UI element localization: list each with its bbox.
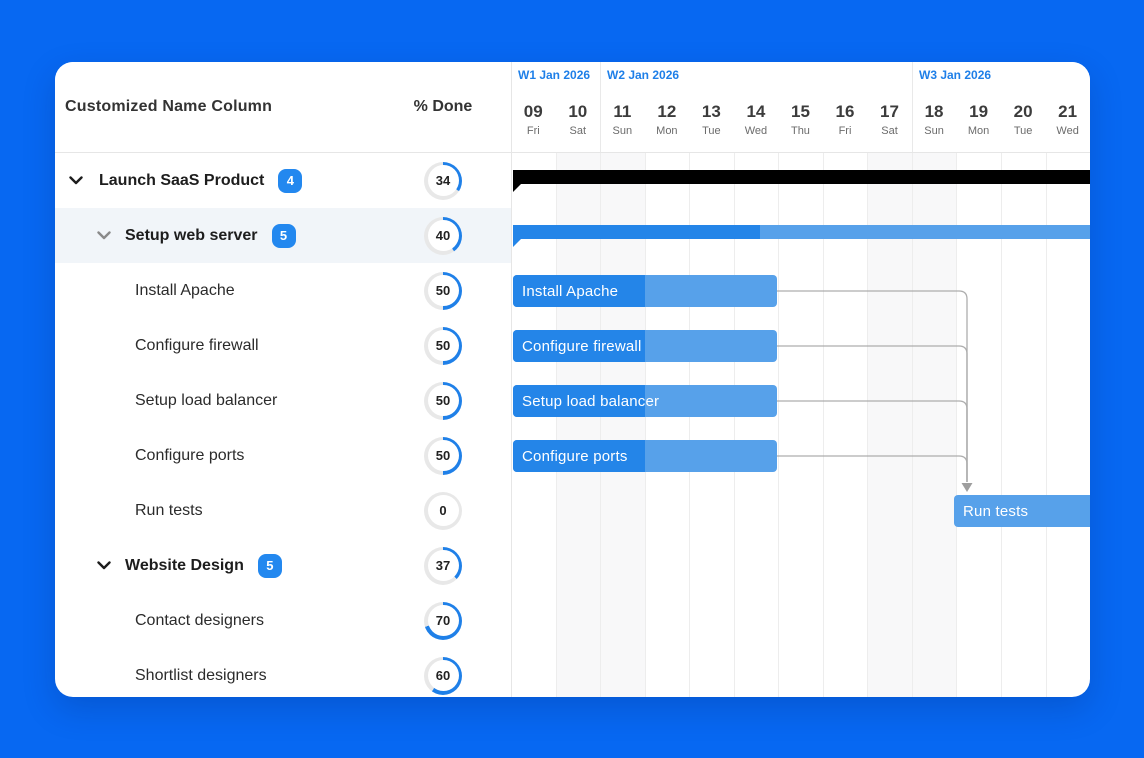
task-name: Install Apache — [135, 281, 235, 299]
week-label-w2: W2 Jan 2026 — [607, 68, 680, 82]
taskbar-label: Configure ports — [522, 447, 628, 465]
grid-line — [1045, 153, 1047, 697]
chevron-down-icon[interactable] — [68, 173, 84, 189]
week-separator — [600, 62, 601, 152]
grid-row-setup-web-server[interactable]: Setup web server 5 40 — [55, 208, 511, 263]
summary-progress — [513, 225, 760, 239]
day-header: 17 Sat — [880, 102, 899, 137]
taskbar-progress — [513, 440, 645, 472]
column-header-name[interactable]: Customized Name Column — [65, 98, 273, 115]
weekend-shade — [555, 153, 645, 697]
grid-header: Customized Name Column % Done — [55, 62, 511, 152]
task-name: Launch SaaS Product — [99, 171, 265, 189]
taskbar-label: Run tests — [963, 502, 1029, 520]
chevron-down-icon[interactable] — [96, 228, 112, 244]
task-name: Shortlist designers — [135, 666, 267, 684]
connector-arrow-icon — [961, 483, 973, 492]
gantt-chart-area: Install Apache Configure firewall Setup … — [511, 153, 1090, 697]
grid-row-contact-designers[interactable]: Contact designers 70 — [55, 593, 511, 648]
week-label-w3: W3 Jan 2026 — [919, 68, 992, 82]
progress-circle: 34 — [424, 161, 462, 200]
column-header-done[interactable]: % Done — [413, 98, 473, 115]
task-name: Website Design — [125, 556, 244, 574]
taskbar-label: Install Apache — [522, 282, 619, 300]
progress-circle: 50 — [424, 436, 462, 475]
day-header: 19 Mon — [967, 102, 990, 137]
task-name: Run tests — [135, 501, 203, 519]
grid-row-install-apache[interactable]: Install Apache 50 — [55, 263, 511, 318]
day-header: 18 Sun — [924, 102, 944, 137]
summary-bar-end-cap — [513, 239, 521, 247]
grid-line — [822, 153, 824, 697]
day-header: 13 Tue — [701, 102, 721, 137]
day-header: 14 Wed — [744, 102, 768, 137]
task-name: Setup web server — [125, 226, 258, 244]
grid-line — [911, 153, 913, 697]
child-count-badge: 5 — [271, 223, 296, 248]
taskbar-label: Configure firewall — [522, 337, 642, 355]
grid-row-configure-firewall[interactable]: Configure firewall 50 — [55, 318, 511, 373]
day-header: 20 Tue — [1013, 102, 1033, 137]
week-label-w1: W1 Jan 2026 — [518, 68, 591, 82]
day-header: 15 Thu — [790, 102, 810, 137]
dependency-connectors — [777, 290, 973, 492]
progress-circle: 50 — [424, 271, 462, 310]
grid-line — [956, 153, 958, 697]
taskbar-configure-ports[interactable]: Configure ports — [513, 440, 777, 472]
grid-line — [644, 153, 646, 697]
day-header: 16 Fri — [835, 102, 855, 137]
progress-circle: 40 — [424, 216, 462, 255]
progress-circle: 50 — [424, 326, 462, 365]
grid-line — [778, 153, 780, 697]
week-separator — [912, 62, 913, 152]
task-name: Contact designers — [135, 611, 264, 629]
task-name: Configure firewall — [135, 336, 259, 354]
taskbar-label: Setup load balancer — [522, 392, 660, 410]
weekend-shade — [867, 153, 957, 697]
taskbar-setup-load-balancer[interactable]: Setup load balancer — [513, 385, 777, 417]
grid-row-run-tests[interactable]: Run tests 0 — [55, 483, 511, 538]
progress-circle: 0 — [424, 491, 462, 530]
taskbar-install-apache[interactable]: Install Apache — [513, 275, 777, 307]
progress-circle: 50 — [424, 381, 462, 420]
summary-bar-setup-web-server[interactable] — [513, 225, 1090, 247]
grid-line — [733, 153, 735, 697]
chevron-down-icon[interactable] — [96, 558, 112, 574]
day-header: 10 Sat — [568, 102, 588, 137]
grid-row-launch-saas-product[interactable]: Launch SaaS Product 4 34 — [55, 153, 511, 208]
summary-bar-launch-saas-product[interactable] — [513, 170, 1090, 192]
grid-line — [867, 153, 869, 697]
timeline-header: W1 Jan 2026 W2 Jan 2026 W3 Jan 2026 09 Fr… — [511, 62, 1090, 152]
grid-row-configure-ports[interactable]: Configure ports 50 — [55, 428, 511, 483]
task-grid: Launch SaaS Product 4 34 Setup web serve… — [55, 153, 511, 697]
grid-row-website-design[interactable]: Website Design 5 37 — [55, 538, 511, 593]
taskbar-progress — [513, 385, 645, 417]
panel-divider — [511, 62, 512, 697]
day-header-row: 09 Fri 10 Sat 11 Sun 12 Mon 13 Tue 14 Wed 15 Th… — [511, 90, 1090, 152]
task-name: Setup load balancer — [135, 391, 278, 409]
task-name: Configure ports — [135, 446, 245, 464]
header-divider — [55, 152, 1090, 153]
progress-circle: 37 — [424, 546, 462, 585]
progress-circle: 60 — [424, 656, 462, 695]
taskbar-progress — [513, 330, 645, 362]
grid-line — [600, 153, 602, 697]
summary-bar-end-cap — [513, 184, 521, 192]
day-header: 21 Wed — [1056, 102, 1079, 137]
child-count-badge: 4 — [278, 168, 303, 193]
grid-line — [1000, 153, 1002, 697]
taskbar-run-tests[interactable]: Run tests — [954, 495, 1090, 527]
taskbar-progress — [513, 275, 645, 307]
day-header: 12 Mon — [656, 102, 678, 137]
taskbar-configure-firewall[interactable]: Configure firewall — [513, 330, 777, 362]
gantt-card: Customized Name Column % Done W1 Jan 202… — [55, 62, 1090, 697]
progress-circle: 70 — [424, 601, 462, 640]
grid-line — [689, 153, 691, 697]
child-count-badge: 5 — [257, 553, 282, 578]
day-header: 09 Fri — [523, 102, 543, 137]
grid-line — [555, 153, 557, 697]
grid-row-setup-load-balancer[interactable]: Setup load balancer 50 — [55, 373, 511, 428]
grid-row-shortlist-designers[interactable]: Shortlist designers 60 — [55, 648, 511, 697]
day-header: 11 Sun — [612, 102, 633, 137]
